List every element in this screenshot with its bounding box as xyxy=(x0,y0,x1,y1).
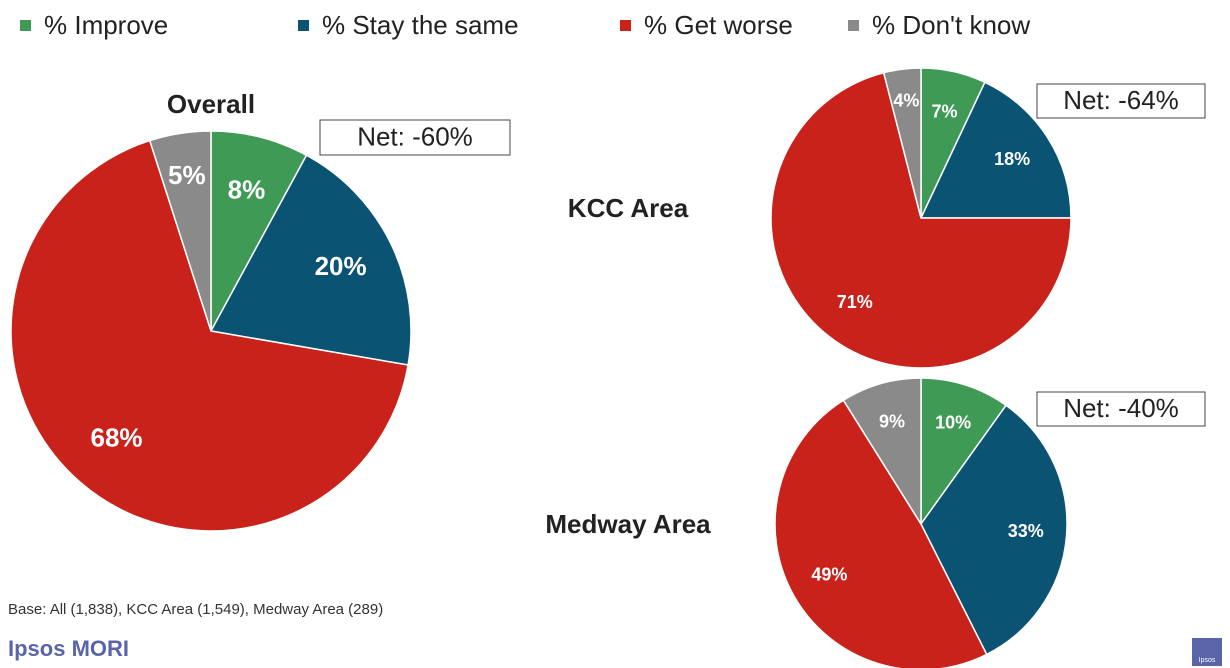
legend-swatch xyxy=(20,20,31,31)
pie-slice xyxy=(920,404,1068,656)
annotation: Net: -60% xyxy=(357,121,473,151)
pie-slice xyxy=(770,71,1072,369)
data-label: 10% xyxy=(935,413,971,433)
data-label: 4% xyxy=(893,91,919,111)
logo-box xyxy=(1192,638,1222,666)
pie-slice xyxy=(920,377,1008,527)
data-label: 20% xyxy=(315,251,367,281)
pie-slice xyxy=(210,130,308,332)
annotation-box xyxy=(1036,83,1206,119)
data-label: 33% xyxy=(1008,521,1044,541)
annotation: Net: -40% xyxy=(1063,393,1179,423)
pie-slice xyxy=(882,67,922,219)
pie-slice xyxy=(148,130,212,332)
pie-slice xyxy=(774,399,988,668)
pie-slice xyxy=(842,377,922,527)
annotation-box xyxy=(319,119,511,156)
data-label: 9% xyxy=(879,412,905,432)
logo-text: Ipsos xyxy=(1199,657,1216,664)
pie-title: Overall xyxy=(167,89,255,119)
footnote: Base: All (1,838), KCC Area (1,549), Med… xyxy=(8,601,383,618)
pie-slice xyxy=(209,154,412,366)
data-label: 7% xyxy=(932,101,958,121)
data-label: 71% xyxy=(837,292,873,312)
pie-slice xyxy=(10,139,409,532)
legend-swatch xyxy=(620,20,631,31)
pie-title: KCC Area xyxy=(568,193,689,223)
legend-label: % Stay the same xyxy=(322,10,519,40)
brand: Ipsos MORI xyxy=(8,636,129,661)
data-label: 18% xyxy=(994,149,1030,169)
legend-label: % Get worse xyxy=(644,10,793,40)
data-label: 49% xyxy=(811,564,847,584)
legend-label: % Improve xyxy=(44,10,168,40)
legend-label: % Don't know xyxy=(872,10,1030,40)
annotation: Net: -64% xyxy=(1063,85,1179,115)
data-label: 5% xyxy=(168,160,206,190)
pie-slice xyxy=(919,81,1072,219)
annotation-box xyxy=(1036,391,1206,427)
legend-swatch xyxy=(848,20,859,31)
data-label: 68% xyxy=(91,423,143,453)
data-label: 8% xyxy=(228,174,266,204)
legend-swatch xyxy=(298,20,309,31)
pie-title: Medway Area xyxy=(545,509,711,539)
